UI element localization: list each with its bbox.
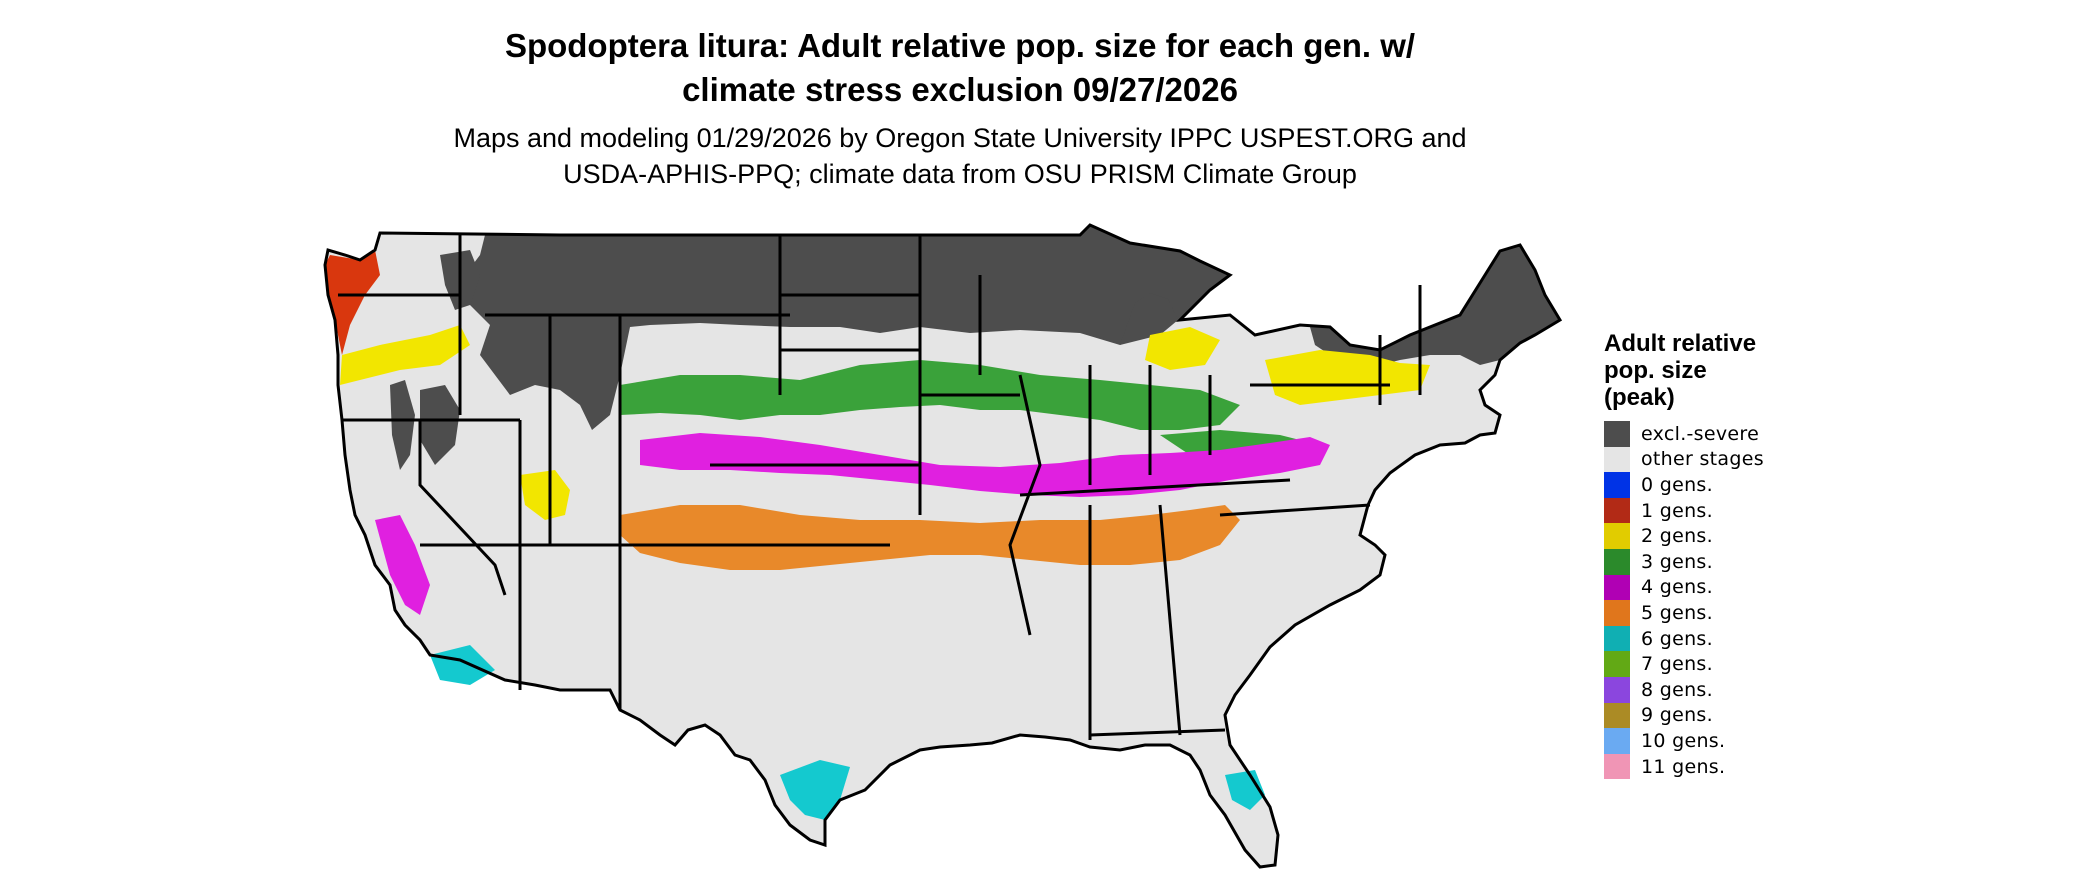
subtitle-line-1: Maps and modeling 01/29/2026 by Oregon S…: [453, 123, 1467, 153]
legend-item: 11 gens.: [1604, 753, 1824, 780]
legend-label: other stages: [1641, 448, 1764, 471]
legend-title: Adult relative pop. size (peak): [1604, 330, 1824, 411]
legend-label: 10 gens.: [1641, 729, 1726, 752]
exclusion-north-central: [465, 225, 1230, 430]
border-tn-ky: [1019, 478, 1291, 497]
legend-swatch: [1604, 676, 1630, 703]
band-6gen-florida: [1225, 770, 1265, 810]
legend-items: excl.-severe other stages 0 gens. 1 gens. 2 …: [1604, 421, 1824, 780]
legend-title-line-2: pop. size: [1604, 357, 1707, 384]
border-ga-fl: [1089, 728, 1226, 737]
legend-item: 8 gens.: [1604, 676, 1824, 703]
map-title: Spodoptera litura: Adult relative pop. s…: [0, 24, 1920, 112]
legend-item: 6 gens.: [1604, 625, 1824, 652]
legend-title-line-3: (peak): [1604, 384, 1675, 411]
border-mississippi: [1008, 374, 1042, 636]
band-2gen-great-lakes: [1145, 327, 1220, 370]
legend-label: 7 gens.: [1641, 653, 1713, 676]
band-6gen-texas-coast: [780, 760, 850, 820]
band-5gen-gulf-interior: [620, 505, 1240, 570]
legend-swatch: [1604, 702, 1630, 729]
border-ca-nv-diagonal: [418, 420, 507, 596]
legend-item: 2 gens.: [1604, 523, 1824, 549]
legend-item: 7 gens.: [1604, 651, 1824, 677]
generation-bands: [325, 250, 1430, 820]
title-line-2: climate stress exclusion 09/27/2026: [682, 71, 1238, 108]
legend-swatch: [1604, 472, 1630, 498]
legend-label: 9 gens.: [1641, 704, 1713, 727]
legend-swatch: [1604, 497, 1630, 524]
legend-item: 5 gens.: [1604, 600, 1824, 626]
border-al-ga: [1158, 504, 1182, 736]
legend: Adult relative pop. size (peak) excl.-se…: [1604, 330, 1824, 780]
us-map: [323, 223, 1563, 869]
legend-label: 1 gens.: [1641, 499, 1713, 522]
band-2gen-new-york: [1265, 350, 1430, 405]
state-borders: [323, 223, 1563, 869]
legend-item: 9 gens.: [1604, 702, 1824, 729]
legend-swatch: [1604, 446, 1630, 473]
legend-swatch: [1604, 651, 1630, 677]
legend-label: 0 gens.: [1641, 473, 1713, 496]
legend-label: 8 gens.: [1641, 678, 1713, 701]
exclusion-utah-patch: [420, 385, 460, 465]
title-line-1: Spodoptera litura: Adult relative pop. s…: [504, 27, 1416, 64]
legend-item: 1 gens.: [1604, 497, 1824, 524]
border-va-nc: [1219, 503, 1371, 517]
band-1gen-pacific-nw: [325, 250, 380, 355]
legend-title-line-1: Adult relative: [1604, 330, 1757, 357]
legend-swatch: [1604, 523, 1630, 549]
legend-item: excl.-severe: [1604, 421, 1824, 447]
exclusion-michigan: [1120, 293, 1178, 345]
subtitle-line-2: USDA-APHIS-PPQ; climate data from OSU PR…: [563, 159, 1357, 189]
country-outline: [323, 223, 1563, 869]
legend-swatch: [1604, 600, 1630, 626]
legend-swatch: [1604, 574, 1630, 601]
legend-swatch: [1604, 625, 1630, 652]
band-4gen-southern: [640, 433, 1330, 497]
map-subtitle: Maps and modeling 01/29/2026 by Oregon S…: [0, 120, 1920, 192]
band-6gen-arizona: [430, 645, 495, 685]
exclusion-northeast: [1310, 245, 1560, 365]
legend-item: 0 gens.: [1604, 472, 1824, 498]
legend-swatch: [1604, 728, 1630, 754]
legend-swatch: [1604, 753, 1630, 780]
band-2gen-oregon: [340, 325, 470, 385]
band-2gen-colorado-plateau: [520, 470, 570, 520]
legend-swatch: [1604, 548, 1630, 575]
legend-item: 3 gens.: [1604, 548, 1824, 575]
exclusion-zones: [390, 225, 1560, 470]
legend-label: 6 gens.: [1641, 627, 1713, 650]
legend-label: 11 gens.: [1641, 755, 1726, 778]
band-4gen-california: [375, 515, 430, 615]
legend-label: excl.-severe: [1641, 422, 1760, 445]
legend-item: 4 gens.: [1604, 574, 1824, 601]
legend-label: 4 gens.: [1641, 576, 1713, 599]
legend-label: 3 gens.: [1641, 550, 1713, 573]
legend-label: 5 gens.: [1641, 601, 1713, 624]
legend-item: other stages: [1604, 446, 1824, 473]
exclusion-nevada-ridge: [390, 380, 415, 470]
legend-item: 10 gens.: [1604, 728, 1824, 754]
legend-swatch: [1604, 421, 1630, 447]
legend-label: 2 gens.: [1641, 525, 1713, 548]
